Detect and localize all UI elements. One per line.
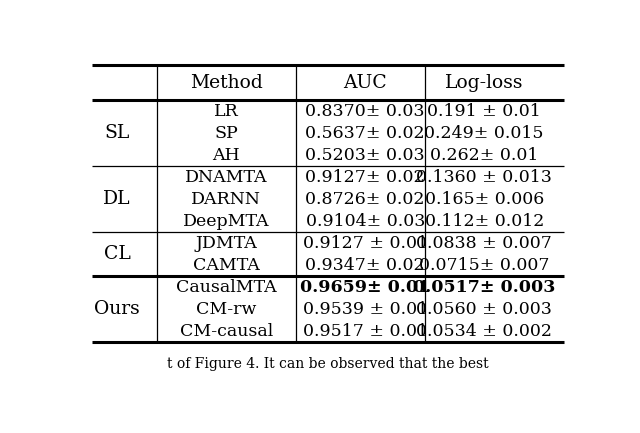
Text: 0.8726± 0.02: 0.8726± 0.02: [305, 191, 425, 208]
Text: 0.9539 ± 0.01: 0.9539 ± 0.01: [303, 301, 428, 317]
Text: DL: DL: [104, 190, 131, 208]
Text: LR: LR: [214, 103, 239, 120]
Text: Ours: Ours: [94, 300, 140, 318]
Text: CausalMTA: CausalMTA: [176, 278, 276, 296]
Text: 0.9659± 0.01: 0.9659± 0.01: [300, 278, 430, 296]
Text: SL: SL: [104, 124, 130, 142]
Text: 0.8370± 0.03: 0.8370± 0.03: [305, 103, 425, 120]
Text: CAMTA: CAMTA: [193, 257, 260, 274]
Text: 0.262± 0.01: 0.262± 0.01: [430, 147, 538, 164]
Text: 0.0534 ± 0.002: 0.0534 ± 0.002: [416, 323, 552, 339]
Text: 0.9127± 0.02: 0.9127± 0.02: [305, 169, 425, 186]
Text: 0.1360 ± 0.013: 0.1360 ± 0.013: [416, 169, 552, 186]
Text: CL: CL: [104, 245, 131, 263]
Text: AUC: AUC: [343, 74, 387, 92]
Text: 0.9127 ± 0.01: 0.9127 ± 0.01: [303, 235, 428, 252]
Text: JDMTA: JDMTA: [195, 235, 257, 252]
Text: SP: SP: [214, 125, 238, 142]
Text: 0.9517 ± 0.01: 0.9517 ± 0.01: [303, 323, 428, 339]
Text: 0.9347± 0.02: 0.9347± 0.02: [305, 257, 425, 274]
Text: 0.9104± 0.03: 0.9104± 0.03: [305, 213, 425, 229]
Text: Method: Method: [190, 74, 262, 92]
Text: 0.0715± 0.007: 0.0715± 0.007: [419, 257, 550, 274]
Text: 0.112± 0.012: 0.112± 0.012: [424, 213, 544, 229]
Text: CM-causal: CM-causal: [180, 323, 273, 339]
Text: 0.0838 ± 0.007: 0.0838 ± 0.007: [416, 235, 552, 252]
Text: 0.5203± 0.03: 0.5203± 0.03: [305, 147, 425, 164]
Text: Log-loss: Log-loss: [445, 74, 524, 92]
Text: 0.0517± 0.003: 0.0517± 0.003: [413, 278, 556, 296]
Text: 0.191 ± 0.01: 0.191 ± 0.01: [428, 103, 541, 120]
Text: CM-rw: CM-rw: [196, 301, 257, 317]
Text: 0.5637± 0.02: 0.5637± 0.02: [305, 125, 425, 142]
Text: DNAMTA: DNAMTA: [185, 169, 268, 186]
Text: DeepMTA: DeepMTA: [183, 213, 269, 229]
Text: AH: AH: [212, 147, 240, 164]
Text: 0.165± 0.006: 0.165± 0.006: [424, 191, 544, 208]
Text: DARNN: DARNN: [191, 191, 261, 208]
Text: 0.249± 0.015: 0.249± 0.015: [424, 125, 544, 142]
Text: t of Figure 4. It can be observed that the best: t of Figure 4. It can be observed that t…: [167, 357, 489, 371]
Text: 0.0560 ± 0.003: 0.0560 ± 0.003: [416, 301, 552, 317]
